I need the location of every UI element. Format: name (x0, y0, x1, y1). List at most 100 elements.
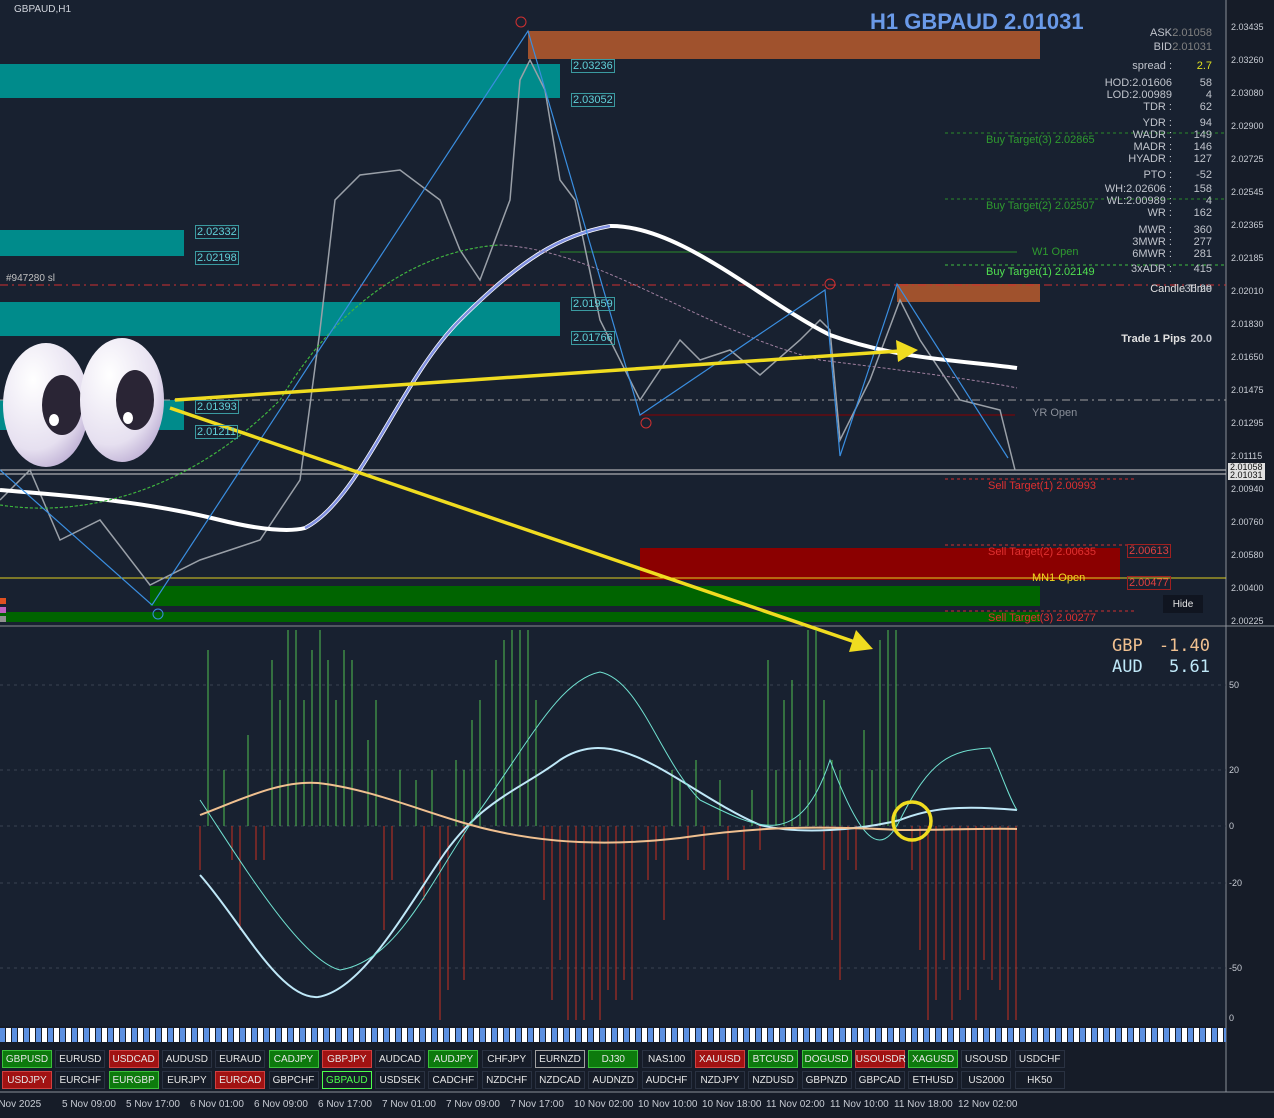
symbol-button[interactable]: XAGUSD (908, 1050, 959, 1068)
price-tick-label: 2.02900 (1231, 121, 1264, 131)
symbol-button[interactable]: USOUSDR (854, 1050, 906, 1068)
currency-label: GBP (1112, 636, 1143, 656)
info-label: WL:2.00989 : (1106, 195, 1172, 207)
symbol-button[interactable]: USDCHF (1014, 1050, 1065, 1068)
price-tick-label: 2.02365 (1231, 220, 1264, 230)
info-label: WADR : (1132, 129, 1172, 141)
trend-ma (0, 244, 501, 509)
symbol-button[interactable]: EURNZD (535, 1050, 585, 1068)
indicator-box (0, 598, 6, 604)
symbol-button[interactable]: USDCAD (108, 1050, 159, 1068)
symbol-button[interactable]: GBPCAD (854, 1071, 905, 1089)
symbol-button[interactable]: NZDCHF (481, 1071, 532, 1089)
info-label: Trade 1 Pips (1121, 333, 1186, 345)
time-tick-label: 5 Nov 2025 (0, 1099, 42, 1110)
symbol-button[interactable]: DJ30 (588, 1050, 639, 1068)
symbol-button[interactable]: CADJPY (268, 1050, 319, 1068)
arrow-head (849, 630, 873, 652)
demand-zone (0, 64, 560, 98)
info-value: 62 (1199, 101, 1212, 113)
symbol-button[interactable]: EURGBP (108, 1071, 159, 1089)
symbol-button[interactable]: BTCUSD (748, 1050, 799, 1068)
symbol-button[interactable]: USDSEK (375, 1071, 426, 1089)
indicator-grid (0, 684, 1226, 969)
symbol-button[interactable]: EURCHF (55, 1071, 106, 1089)
currency-label: AUD (1112, 657, 1143, 677)
symbol-button[interactable]: CHFJPY (481, 1050, 532, 1068)
price-tag: 2.01058 (1228, 462, 1265, 472)
time-tick-label: 5 Nov 09:00 (62, 1099, 116, 1110)
symbol-button[interactable]: NZDUSD (748, 1071, 799, 1089)
symbol-button[interactable]: USDJPY (2, 1071, 52, 1089)
symbol-button[interactable]: GBPCHF (268, 1071, 319, 1089)
info-value: 415 (1193, 263, 1212, 275)
symbol-button[interactable]: AUDCHF (641, 1071, 692, 1089)
price-tick-label: 2.00760 (1231, 517, 1264, 527)
symbol-button[interactable]: EURJPY (161, 1071, 212, 1089)
symbol-button[interactable]: NZDCAD (535, 1071, 585, 1089)
symbol-button[interactable]: ETHUSD (908, 1071, 959, 1089)
price-tick-label: 2.02725 (1231, 154, 1264, 164)
price-tag: 2.01031 (1228, 470, 1265, 480)
hide-button[interactable]: Hide (1163, 595, 1203, 613)
level-label: MN1 Open (1032, 572, 1086, 584)
price-tick-label: 2.03435 (1231, 22, 1264, 32)
info-label: HYADR : (1128, 153, 1172, 165)
price-tick-label: 2.02010 (1231, 286, 1264, 296)
sell-zone (640, 548, 1120, 580)
wave-marker (824, 278, 836, 290)
symbol-button[interactable]: AUDJPY (428, 1050, 479, 1068)
symbol-button[interactable]: GBPNZD (801, 1071, 852, 1089)
price-tick-label: 2.03080 (1231, 88, 1264, 98)
zone-label: 2.00613 (1127, 544, 1171, 558)
wave-marker (152, 608, 164, 620)
diff-line (199, 781, 1018, 844)
info-label: 3MWR : (1132, 236, 1172, 248)
info-value: 127 (1193, 153, 1212, 165)
indicator-tick-label: 50 (1229, 680, 1240, 690)
time-tick-label: 11 Nov 18:00 (894, 1099, 953, 1110)
supply-zone (897, 284, 1040, 302)
currency-value: 5.61 (1169, 657, 1210, 677)
symbol-button[interactable]: DOGUSD (801, 1050, 852, 1068)
level-label: Sell Target(1) 2.00993 (988, 480, 1097, 492)
wave-marker (515, 16, 527, 28)
price-tick-label: 2.01650 (1231, 352, 1264, 362)
symbol-button[interactable]: AUDCAD (375, 1050, 426, 1068)
pupil-glint (49, 414, 59, 426)
info-label: ASK (1149, 27, 1172, 39)
symbol-button[interactable]: CADCHF (428, 1071, 479, 1089)
symbol-button[interactable]: EURCAD (215, 1071, 266, 1089)
symbol-button[interactable]: NAS100 (641, 1050, 692, 1068)
info-label: YDR : (1142, 117, 1172, 129)
level-label: Buy Target(1) 2.02149 (986, 266, 1095, 278)
symbol-button[interactable]: GBPUSD (2, 1050, 52, 1068)
info-value: 162 (1193, 207, 1212, 219)
fast-ma (304, 224, 611, 530)
highlight-circle (891, 800, 933, 842)
symbol-button[interactable]: XAUUSD (694, 1050, 745, 1068)
indicator-tick-label: 20 (1229, 765, 1240, 775)
symbol-button[interactable]: GBPAUD (321, 1071, 372, 1089)
pupil (116, 370, 154, 430)
symbol-button[interactable]: EURAUD (215, 1050, 266, 1068)
time-tick-label: 6 Nov 17:00 (318, 1099, 372, 1110)
info-label: MADR : (1133, 141, 1173, 153)
symbol-button[interactable]: NZDJPY (694, 1071, 745, 1089)
symbol-button[interactable]: GBPJPY (321, 1050, 372, 1068)
symbol-button[interactable]: EURUSD (55, 1050, 106, 1068)
indicator-tick-label: 0 (1229, 821, 1235, 831)
zone-label: 2.02332 (195, 225, 239, 239)
info-value: 4 (1205, 195, 1212, 207)
symbol-button[interactable]: HK50 (1014, 1071, 1065, 1089)
buy-zone (150, 586, 1040, 606)
symbol-button[interactable]: USOUSD (961, 1050, 1012, 1068)
demand-zone (0, 230, 184, 256)
info-label: 3xADR : (1131, 263, 1172, 275)
zone-label: 2.01211 (195, 425, 238, 439)
info-label: PTO : (1143, 169, 1172, 181)
symbol-button[interactable]: AUDNZD (588, 1071, 639, 1089)
symbol-button[interactable]: AUDUSD (161, 1050, 212, 1068)
symbol-button[interactable]: US2000 (961, 1071, 1012, 1089)
